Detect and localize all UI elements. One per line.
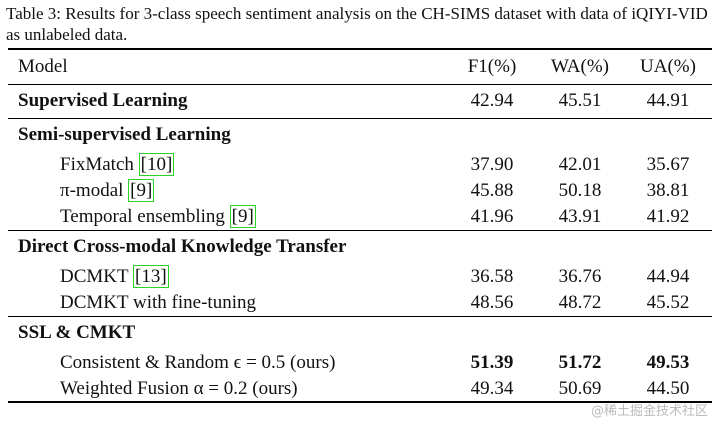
value-cell: 41.92 [646,205,690,227]
method-row: DCMKT with fine-tuning 48.56 48.72 45.52 [8,290,712,316]
empty-cell [536,118,624,152]
method-cell: π-modal [9] [8,178,448,204]
value-cell: 44.94 [646,266,690,287]
method-row: π-modal [9] 45.88 50.18 38.81 [8,178,712,204]
section: Supervised Learning 42.94 45.51 44.91 [8,84,712,118]
header-cell: F1(%) [467,55,517,77]
value-cell: 51.72 [558,352,602,373]
caption: Table 3: Results for 3-class speech sent… [6,4,708,44]
section-row: Supervised Learning 42.94 45.51 44.91 [8,84,712,118]
section-row: Direct Cross-modal Knowledge Transfer [8,230,712,264]
method-row: FixMatch [10] 37.90 42.01 35.67 [8,152,712,178]
value-cell: 45.52 [646,291,690,313]
citation[interactable]: [10] [138,153,175,176]
value-cell: 41.96 [470,205,514,227]
value-cell: 35.67 [646,154,690,175]
method-cell: DCMKT [13] [8,264,448,290]
value-cell: 44.91 [646,90,690,111]
method-row: Consistent & Random ϵ = 0.5 (ours) 51.39 5… [8,350,712,376]
value-cell: 49.53 [646,352,690,373]
value-cell: 36.58 [470,266,514,287]
value-cell: 43.91 [558,205,602,227]
value-cell: 37.90 [470,154,514,175]
value-cell: 42.94 [470,90,514,111]
section-title: Direct Cross-modal Knowledge Transfer [18,236,347,258]
value-cell: 49.34 [470,377,514,399]
section: Semi-supervised Learning FixMatch [10] 37.… [8,118,712,230]
method-name: DCMKT with fine-tuning [60,291,256,313]
value-cell: 50.18 [558,180,602,201]
section: SSL & CMKT Consistent & Random ϵ = 0.5 (o… [8,316,712,402]
value-cell: 48.72 [558,291,602,313]
value-cell: 38.81 [646,180,690,201]
value-cell: 51.39 [470,352,514,373]
value-cell: 45.88 [470,180,514,201]
header-cell: UA(%) [640,55,696,77]
section-row: SSL & CMKT [8,316,712,350]
empty-cell [448,118,536,152]
citation[interactable]: [13] [133,265,169,288]
empty-cell [624,118,712,152]
value-cell: 44.50 [646,377,690,399]
method-name: FixMatch [60,154,134,175]
method-cell: FixMatch [10] [8,152,448,178]
method-cell: DCMKT with fine-tuning [8,290,448,316]
empty-cell [624,316,712,350]
section-title: SSL & CMKT [18,322,136,344]
empty-cell [536,230,624,264]
empty-cell [624,230,712,264]
value-cell: 36.76 [558,266,602,287]
header-row: Model F1(%) WA(%) UA(%) [8,49,712,84]
method-name: π-modal [60,180,124,201]
section-title: Supervised Learning [18,90,188,111]
section-title: Semi-supervised Learning [18,124,231,146]
value-cell: 42.01 [558,154,602,175]
method-cell: Temporal ensembling [9] [8,204,448,230]
method-cell: Weighted Fusion α = 0.2 (ours) [8,376,448,402]
empty-cell [536,316,624,350]
value-cell: 45.51 [558,90,602,111]
header-cell: WA(%) [550,55,610,77]
section-row: Semi-supervised Learning [8,118,712,152]
empty-cell [448,316,536,350]
citation[interactable]: [9] [229,204,256,228]
section: Direct Cross-modal Knowledge Transfer DCM… [8,230,712,316]
table-header: Model F1(%) WA(%) UA(%) [8,49,712,84]
method-cell: Consistent & Random ϵ = 0.5 (ours) [8,350,448,376]
method-name: Temporal ensembling [60,205,225,227]
method-name: DCMKT [60,266,129,287]
watermark: @稀土掘金技术社区 [590,404,708,419]
header-cell: Model [18,55,68,77]
results-table: Model F1(%) WA(%) UA(%) Supervised Learn… [8,48,712,403]
citation[interactable]: [9] [128,179,155,202]
method-row: Temporal ensembling [9] 41.96 43.91 41.92 [8,204,712,230]
method-name: Weighted Fusion α = 0.2 (ours) [60,377,298,399]
method-row: Weighted Fusion α = 0.2 (ours) 49.34 50.69… [8,376,712,402]
value-cell: 48.56 [470,291,514,313]
method-name: Consistent & Random ϵ = 0.5 (ours) [60,352,336,373]
method-row: DCMKT [13] 36.58 36.76 44.94 [8,264,712,290]
value-cell: 50.69 [558,377,602,399]
empty-cell [448,230,536,264]
